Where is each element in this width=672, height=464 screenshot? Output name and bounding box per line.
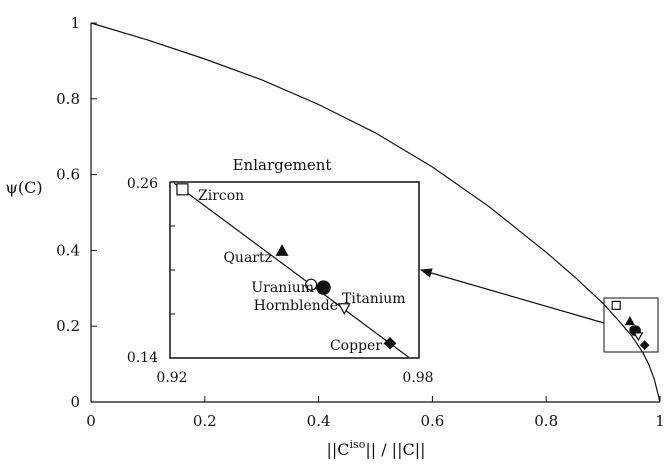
inset-zircon-marker — [176, 183, 189, 196]
inset-quartz-marker — [275, 244, 289, 256]
inset-uranium-marker — [305, 278, 318, 291]
x-tick-label: 0.4 — [307, 412, 331, 430]
inset-markers — [176, 183, 397, 350]
inset-y-tick-bottom: 0.14 — [127, 350, 158, 366]
y-tick-label: 0.8 — [56, 90, 80, 108]
label-uranium: Uranium — [251, 280, 314, 296]
main-tick-labels: 0 0.2 0.4 0.6 0.8 1 0 0.2 0.4 0.6 0.8 1 — [56, 14, 665, 430]
inset-title: Enlargement — [233, 156, 332, 174]
x-tick-label: 0 — [86, 412, 96, 430]
y-tick-label: 1 — [70, 14, 80, 32]
inset-minor-ticks — [170, 225, 175, 315]
inset-hornblende-marker — [337, 303, 351, 315]
main-ticks — [90, 22, 661, 403]
y-tick-label: 0.4 — [56, 241, 80, 259]
zoom-region-box — [603, 297, 659, 353]
inset-titanium-marker — [316, 280, 331, 295]
y-axis-label: ψ(C) — [5, 178, 42, 197]
copper-marker — [639, 340, 650, 350]
y-tick-label: 0 — [70, 393, 80, 411]
zircon-marker — [611, 300, 621, 310]
y-tick-label: 0.6 — [56, 166, 80, 184]
x-tick-label: 0.2 — [193, 412, 217, 430]
inset-x-tick-left: 0.92 — [156, 370, 187, 386]
main-markers — [611, 300, 650, 350]
inset-copper-marker — [383, 336, 397, 350]
label-titanium: Titanium — [342, 291, 406, 307]
inset-series-curve — [173, 182, 409, 358]
main-series-curve — [90, 22, 661, 403]
quartz-marker — [624, 316, 635, 326]
y-tick-label: 0.2 — [56, 317, 80, 335]
label-quartz: Quartz — [223, 250, 272, 266]
label-hornblende: Hornblende — [254, 298, 338, 314]
x-tick-label: 0.8 — [534, 412, 558, 430]
zoom-arrow — [419, 268, 605, 324]
hornblende-marker — [633, 332, 644, 342]
inset-x-tick-right: 0.98 — [402, 370, 433, 386]
x-tick-label: 1 — [655, 412, 665, 430]
label-copper: Copper — [330, 338, 382, 354]
x-axis-label: ||Ciso|| / ||C|| — [327, 438, 426, 459]
inset-y-tick-top: 0.26 — [127, 176, 158, 192]
x-tick-label: 0.6 — [420, 412, 444, 430]
label-zircon: Zircon — [198, 188, 244, 204]
